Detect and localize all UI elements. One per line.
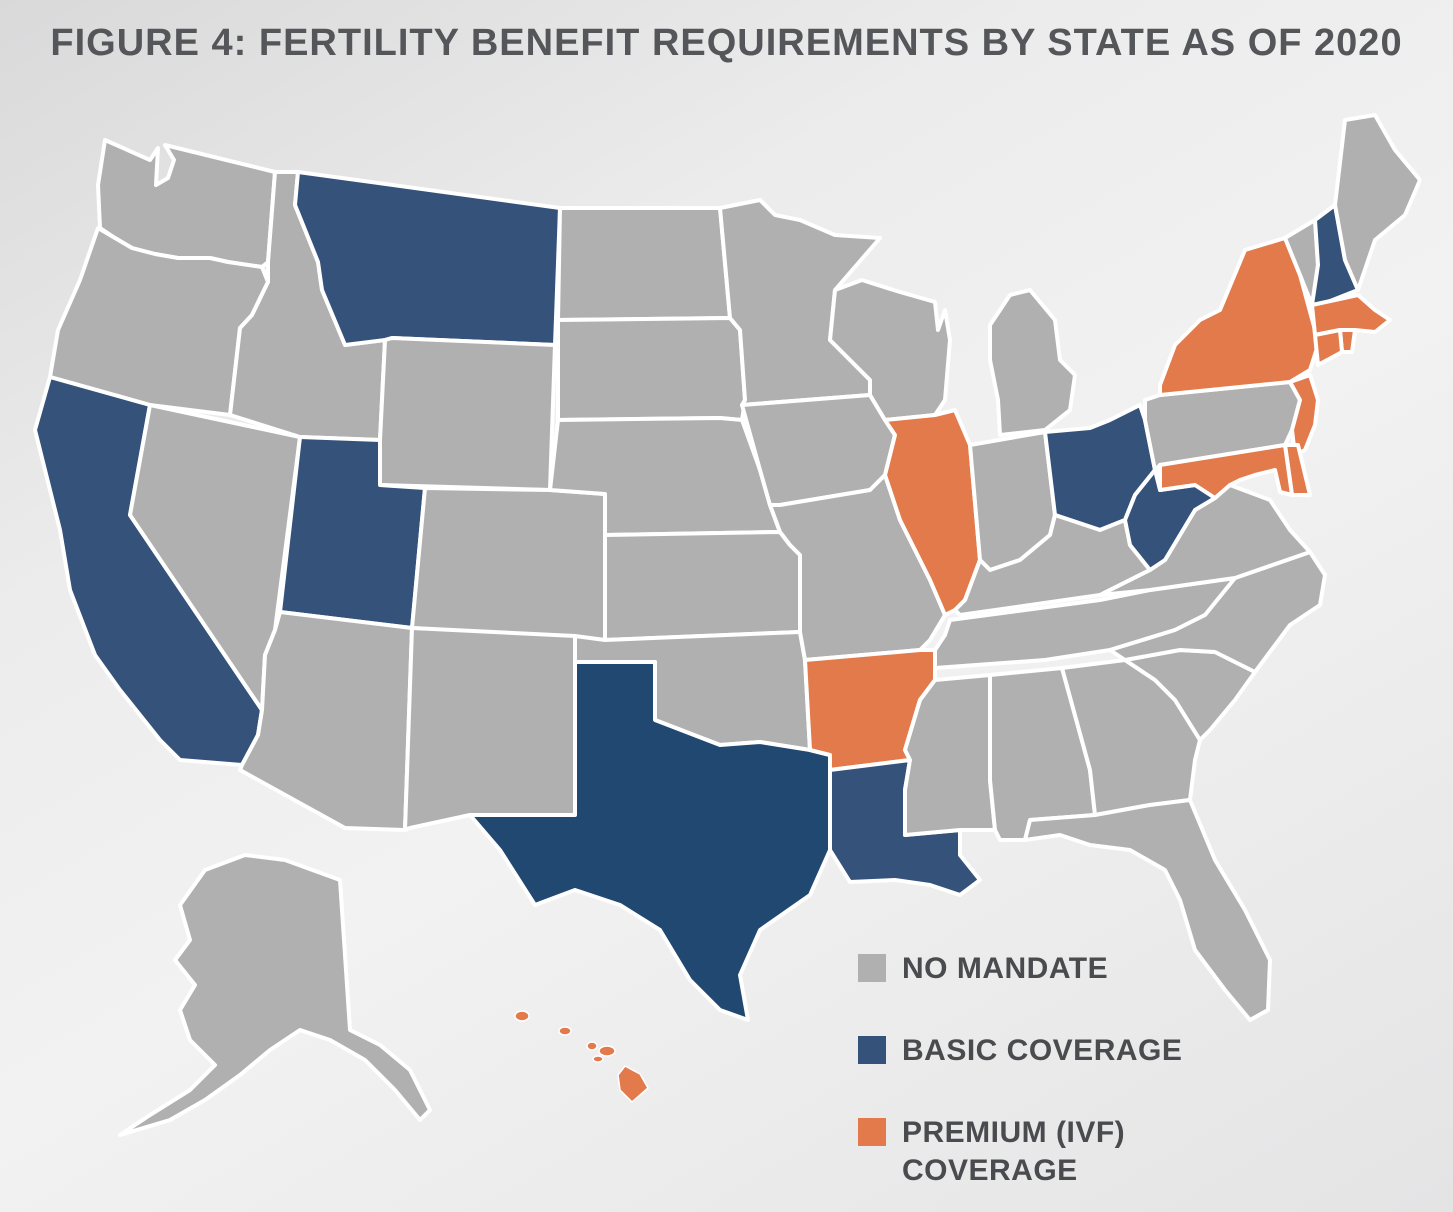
map-title: FIGURE 4: FERTILITY BENEFIT REQUIREMENTS… [50,22,1403,64]
state-mo [768,473,947,662]
state-me [1333,113,1422,292]
state-ct [1313,328,1344,367]
state-nj [1288,373,1320,457]
state-wi [828,278,952,422]
legend-label-basic-coverage: BASIC COVERAGE [902,1034,1183,1067]
state-mt [293,170,562,347]
state-hi [514,1010,649,1103]
state-nd [556,206,732,322]
state-wy [378,336,557,492]
legend-item-basic-coverage: BASIC COVERAGE [858,1032,1202,1070]
legend-label-premium-coverage: PREMIUM (IVF) COVERAGE [902,1116,1126,1187]
state-ks [603,530,802,642]
legend-item-no-mandate: NO MANDATE [858,950,1202,988]
state-mi [988,288,1077,437]
state-ak [118,853,432,1137]
legend-swatch-premium-coverage [858,1118,886,1146]
legend-label-no-mandate: NO MANDATE [902,952,1109,985]
state-md [1158,443,1294,500]
state-ms [903,673,997,837]
legend-swatch-basic-coverage [858,1036,886,1064]
state-tx [468,660,832,1022]
state-sd [556,316,747,422]
legend-swatch-no-mandate [858,954,886,982]
state-fl [1023,798,1272,1022]
state-co [410,486,607,642]
state-nm [403,626,577,832]
legend-item-premium-coverage: PREMIUM (IVF) COVERAGE [858,1114,1202,1190]
state-nc [1108,550,1327,674]
